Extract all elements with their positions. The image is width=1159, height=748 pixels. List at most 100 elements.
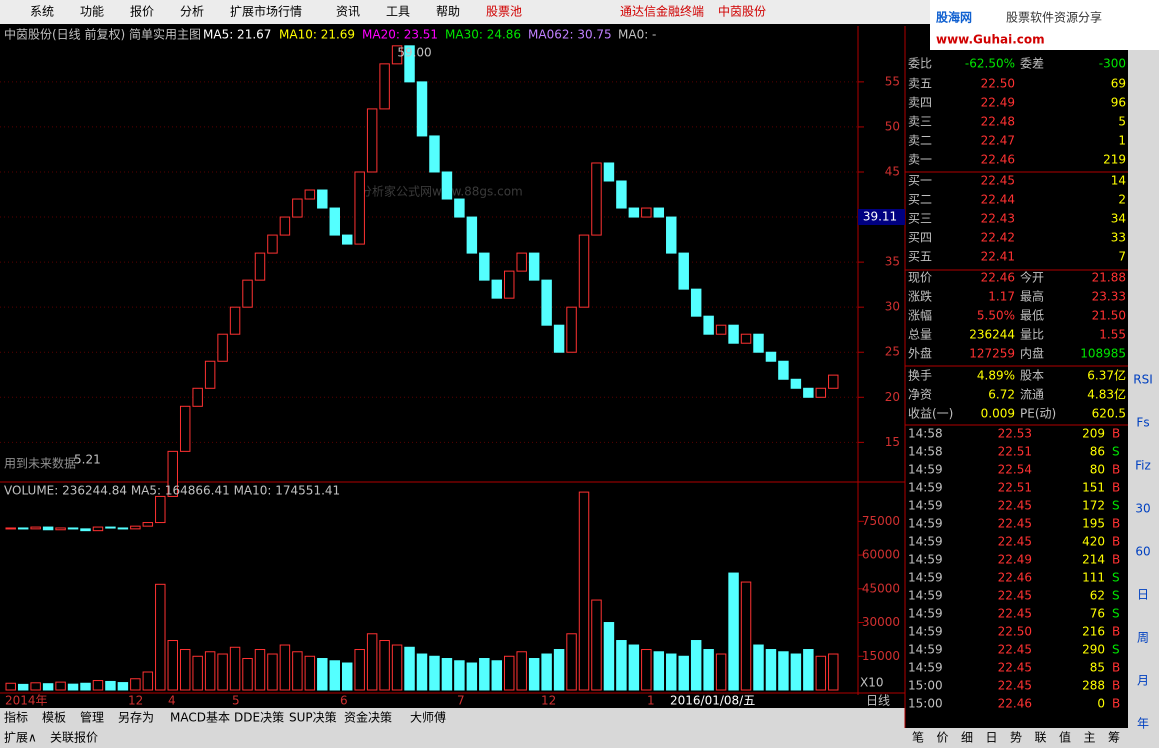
trade-side: B [1112,679,1120,693]
volume-bar [479,658,490,691]
status-item[interactable]: 关联报价 [50,730,98,745]
panel-tab[interactable]: 筹 [1108,731,1120,745]
x-tick-label: 1 [647,694,655,708]
y-tick-label: 20 [885,390,900,404]
candle [366,108,378,173]
tab[interactable]: 另存为 [118,711,154,725]
x-tick-label: 7 [457,694,465,708]
quote-value: 22.43 [981,212,1015,226]
volume-bar [491,660,503,691]
candle [429,135,440,173]
toolbar-icon[interactable]: 月 [1137,674,1149,688]
trade-side: S [1112,445,1120,459]
status-item[interactable]: 扩展∧ [4,731,37,745]
trade-price: 22.45 [998,661,1032,675]
menu-item[interactable]: 分析 [180,5,204,19]
trade-side: B [1112,427,1120,441]
trade-price: 22.51 [998,481,1032,495]
toolbar-icon[interactable]: 周 [1137,631,1149,645]
volume-bar [553,649,565,691]
tab[interactable]: 资金决策 [344,710,392,725]
menu-item[interactable]: 资讯 [336,5,360,19]
tab[interactable]: DDE决策 [234,711,284,725]
menu-item[interactable]: 系统 [30,5,54,19]
panel-tab[interactable]: 联 [1035,731,1047,745]
link[interactable]: 中茵股份 [718,4,766,19]
volume-bar [167,640,178,691]
toolbar-icon[interactable]: 日 [1137,588,1149,602]
high-label: 59.00 [397,46,431,60]
volume-bar [441,658,453,691]
toolbar-icon[interactable]: Fs [1136,416,1149,430]
toolbar-icon[interactable]: 年 [1137,717,1149,731]
volume-bar [765,649,777,691]
tab[interactable]: 管理 [80,710,104,725]
candle [690,288,702,317]
candle [616,180,627,209]
menu-item[interactable]: 工具 [386,5,410,19]
y-tick-label: 50 [885,119,900,133]
toolbar-icon[interactable]: 60 [1135,545,1150,559]
y-tick-label: 15 [885,435,900,449]
menu-item[interactable]: 功能 [80,5,104,19]
trade-side: B [1112,661,1120,675]
toolbar-icon[interactable]: 30 [1135,502,1150,516]
panel-tab[interactable]: 笔 [912,730,924,745]
panel-tab[interactable]: 值 [1059,730,1071,745]
candle [715,324,727,335]
quote-value: 127259 [969,347,1015,361]
candle [42,526,54,531]
tab[interactable]: MACD基本 [170,711,230,725]
menu-item[interactable]: 报价 [130,4,154,19]
menu-item[interactable]: 股票池 [486,5,522,19]
volume-bar [466,662,478,691]
volume-bar [666,653,677,691]
trade-time: 14:58 [908,445,943,459]
y-tick-label: 45000 [862,581,900,595]
quote-label: 换手 [908,369,932,383]
candle [591,162,602,236]
ma-label: MA5: 21.67 [203,28,271,42]
quote-label: 买五 [908,250,932,264]
candle [17,527,29,530]
quote-label: 卖四 [908,96,932,110]
volume-bar [416,653,428,691]
tab[interactable]: 指标 [4,710,28,725]
candle [92,526,104,532]
trade-time: 14:59 [908,553,943,567]
toolbar-icon[interactable]: Fiz [1135,459,1151,473]
candle [142,522,154,527]
panel-tab[interactable]: 日 [986,731,998,745]
volume-bar [803,649,814,691]
panel-tab[interactable]: 势 [1010,731,1022,745]
volume-bar [578,491,590,691]
candle [130,525,141,530]
link[interactable]: 通达信金融终端 [620,4,704,19]
quote-value: 22.46 [981,271,1015,285]
candle [55,527,66,531]
quote-qty: 14 [1111,174,1126,188]
panel-tab[interactable]: 细 [961,731,973,745]
volume-bar [341,662,353,691]
quote-label: 买一 [908,174,932,188]
panel-tab[interactable]: 主 [1084,731,1096,745]
toolbar-icon[interactable]: RSI [1133,373,1153,387]
quote-qty: 69 [1111,77,1126,91]
tab[interactable]: SUP决策 [289,711,337,725]
tab[interactable]: 大师傅 [410,711,446,725]
menu-item[interactable]: 帮助 [436,5,460,19]
volume-bar [566,633,577,691]
trade-volume: 76 [1090,607,1105,621]
y-tick-label: 30000 [862,615,900,629]
tab[interactable]: 模板 [42,711,66,725]
quote-value: 22.49 [981,96,1015,110]
quote-label: 买三 [908,212,932,226]
quote-value: 5.50% [977,309,1015,323]
volume-bar [105,680,116,691]
trade-time: 14:59 [908,661,943,675]
menu-item[interactable]: 扩展市场行情 [230,4,302,19]
volume-bar [541,653,552,691]
volume-bar [192,655,203,691]
panel-tab[interactable]: 价 [937,731,949,745]
trade-price: 22.45 [998,499,1032,513]
